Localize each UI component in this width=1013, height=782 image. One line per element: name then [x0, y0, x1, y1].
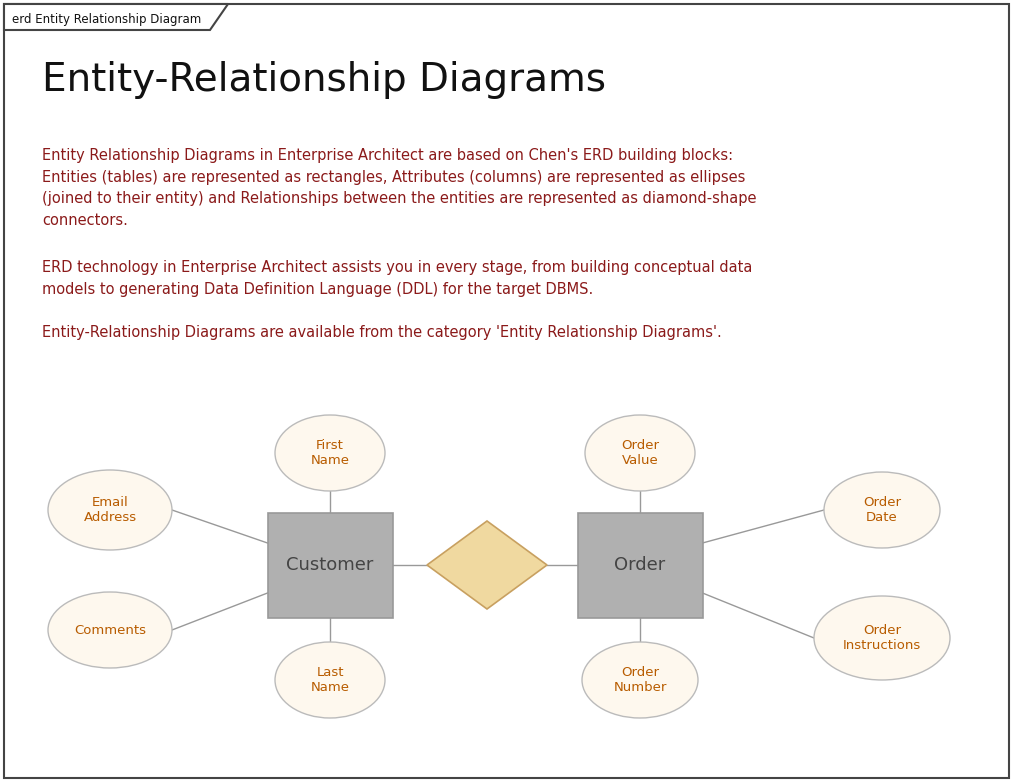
Text: Last
Name: Last Name: [311, 666, 349, 694]
Text: Entity Relationship Diagrams in Enterprise Architect are based on Chen's ERD bui: Entity Relationship Diagrams in Enterpri…: [42, 148, 757, 228]
Text: First
Name: First Name: [311, 439, 349, 467]
Text: Customer: Customer: [287, 556, 374, 574]
Text: Order
Number: Order Number: [613, 666, 667, 694]
Text: erd Entity Relationship Diagram: erd Entity Relationship Diagram: [12, 13, 202, 26]
Ellipse shape: [275, 415, 385, 491]
Text: Order
Instructions: Order Instructions: [843, 624, 921, 652]
Ellipse shape: [275, 642, 385, 718]
Text: Entity-Relationship Diagrams: Entity-Relationship Diagrams: [42, 61, 606, 99]
Polygon shape: [427, 521, 547, 609]
Ellipse shape: [814, 596, 950, 680]
Ellipse shape: [48, 470, 172, 550]
Ellipse shape: [582, 642, 698, 718]
Text: Order
Date: Order Date: [863, 496, 901, 524]
Ellipse shape: [585, 415, 695, 491]
Polygon shape: [4, 4, 228, 30]
Ellipse shape: [824, 472, 940, 548]
Bar: [577, 512, 702, 618]
Text: Comments: Comments: [74, 623, 146, 637]
Text: Email
Address: Email Address: [83, 496, 137, 524]
Text: ERD technology in Enterprise Architect assists you in every stage, from building: ERD technology in Enterprise Architect a…: [42, 260, 753, 296]
Bar: [267, 512, 392, 618]
Text: Order: Order: [614, 556, 666, 574]
Text: Entity-Relationship Diagrams are available from the category 'Entity Relationshi: Entity-Relationship Diagrams are availab…: [42, 325, 721, 340]
Ellipse shape: [48, 592, 172, 668]
Text: Order
Value: Order Value: [621, 439, 659, 467]
